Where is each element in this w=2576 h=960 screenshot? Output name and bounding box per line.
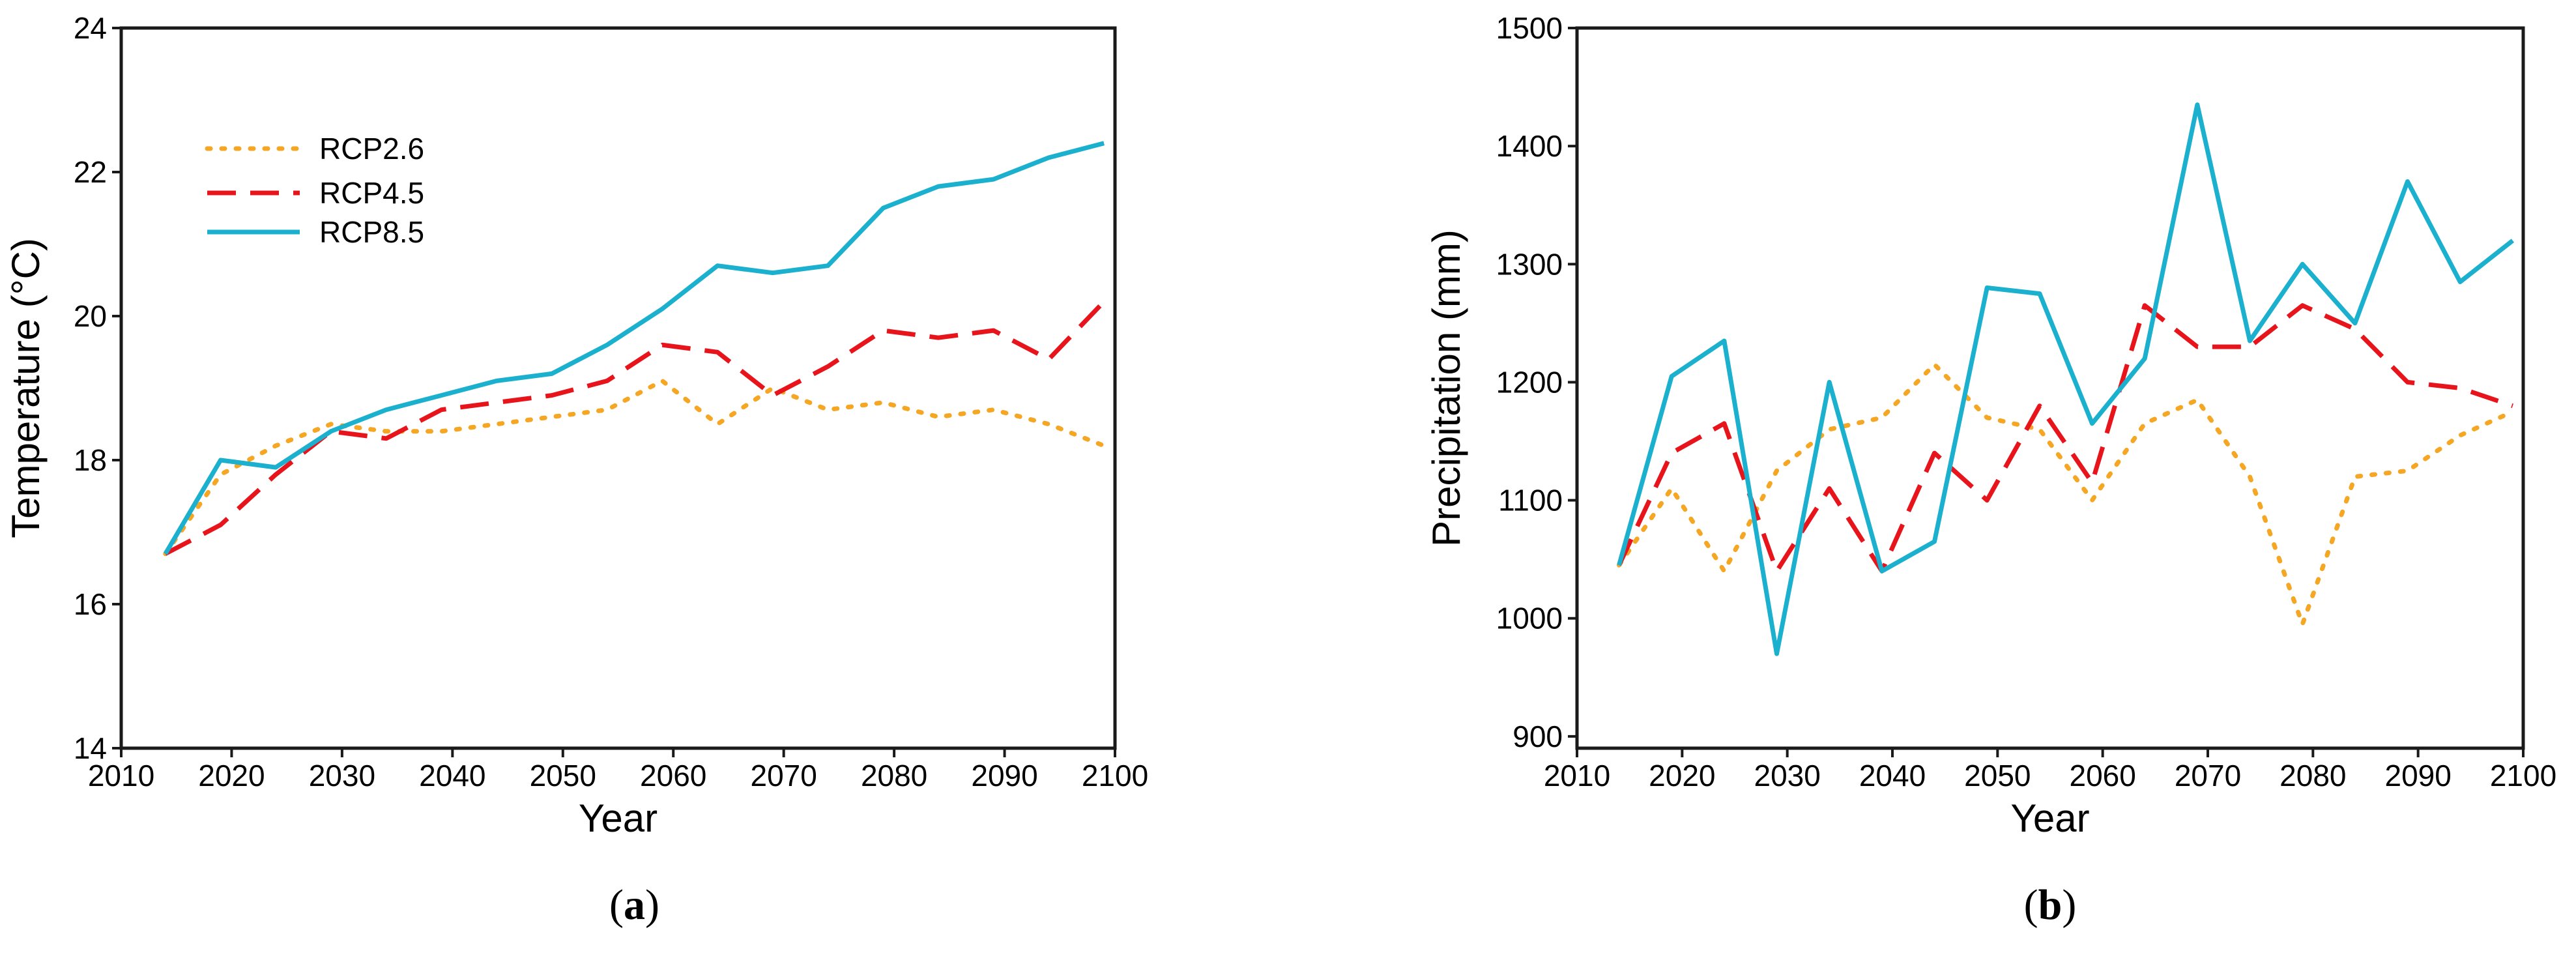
series-line-rcp2-6: [163, 378, 1107, 557]
axis-ticks-b: 2010 2020 2030 2040 2050 2060 2070 2080 2090 2100…: [1496, 11, 2557, 793]
series-line-rcp4-5: [164, 300, 1106, 556]
series-line-rcp8-5: [163, 141, 1105, 555]
plot-frame-b: [1575, 26, 2525, 750]
x-tick-label: 2030: [1754, 759, 1820, 793]
y-tick-label: 14: [74, 731, 107, 765]
y-tick-label: 1400: [1496, 129, 1563, 163]
x-tick-label: 2050: [1964, 759, 2031, 793]
axis-ticks-a: 2010 2020 2030 2040 2050 2060 2070 2080 2090 2100…: [74, 11, 1148, 793]
y-tick-label: 1300: [1496, 247, 1563, 281]
x-tick-label: 2060: [640, 759, 706, 793]
panel-caption-a: (a): [609, 881, 659, 929]
x-tick-label: 2040: [419, 759, 485, 793]
x-tick-label: 2010: [88, 759, 154, 793]
x-tick-label: 2090: [2384, 759, 2451, 793]
x-tick-label: 2100: [1082, 759, 1148, 793]
plot-frame-a: [119, 26, 1117, 750]
y-axis-label-b: Precipitation (mm): [1425, 229, 1468, 547]
x-tick-label: 2080: [861, 759, 927, 793]
x-tick-label: 2070: [2175, 759, 2241, 793]
series-line-rcp8-5: [1617, 102, 2515, 656]
y-tick-label: 1100: [1498, 484, 1563, 517]
legend: RCP2.6 RCP4.5 RCP8.5: [205, 132, 424, 249]
chart-panel-a: 2010 2020 2030 2040 2050 2060 2070 2080 2090 2100…: [4, 11, 1148, 840]
x-axis-label-a: Year: [579, 796, 658, 840]
x-axis-label-b: Year: [2010, 796, 2089, 840]
panel-caption-letter-b: b: [2038, 881, 2062, 929]
chart-panel-b: 2010 2020 2030 2040 2050 2060 2070 2080 2090 2100…: [1425, 11, 2556, 840]
y-tick-label: 900: [1512, 720, 1563, 753]
legend-label: RCP2.6: [319, 132, 424, 166]
legend-label: RCP4.5: [319, 176, 424, 210]
x-tick-label: 2080: [2279, 759, 2346, 793]
y-tick-label: 1200: [1496, 365, 1563, 399]
y-tick-label: 1500: [1496, 11, 1563, 45]
y-tick-label: 16: [74, 587, 107, 621]
series-group-b: [1617, 102, 2515, 656]
x-tick-label: 2090: [971, 759, 1037, 793]
y-tick-label: 22: [74, 155, 107, 189]
y-tick-label: 24: [74, 11, 107, 45]
y-axis-label-a: Temperature (°C): [4, 238, 48, 538]
series-group-a: [163, 141, 1107, 557]
x-tick-label: 2040: [1859, 759, 1926, 793]
series-line-rcp2-6: [1617, 362, 2515, 627]
legend-label: RCP8.5: [319, 215, 424, 249]
x-tick-label: 2020: [1649, 759, 1715, 793]
x-tick-label: 2070: [750, 759, 817, 793]
y-tick-label: 20: [74, 299, 107, 333]
x-tick-label: 2100: [2490, 759, 2556, 793]
x-tick-label: 2060: [2069, 759, 2135, 793]
y-tick-label: 18: [74, 443, 107, 477]
y-tick-label: 1000: [1496, 602, 1563, 635]
x-tick-label: 2020: [198, 759, 265, 793]
panel-caption-b: (b): [2024, 881, 2077, 929]
series-line-rcp4-5: [1617, 303, 2514, 574]
panel-caption-letter-a: a: [624, 881, 645, 929]
x-tick-label: 2010: [1544, 759, 1610, 793]
x-tick-label: 2050: [530, 759, 596, 793]
x-tick-label: 2030: [309, 759, 375, 793]
